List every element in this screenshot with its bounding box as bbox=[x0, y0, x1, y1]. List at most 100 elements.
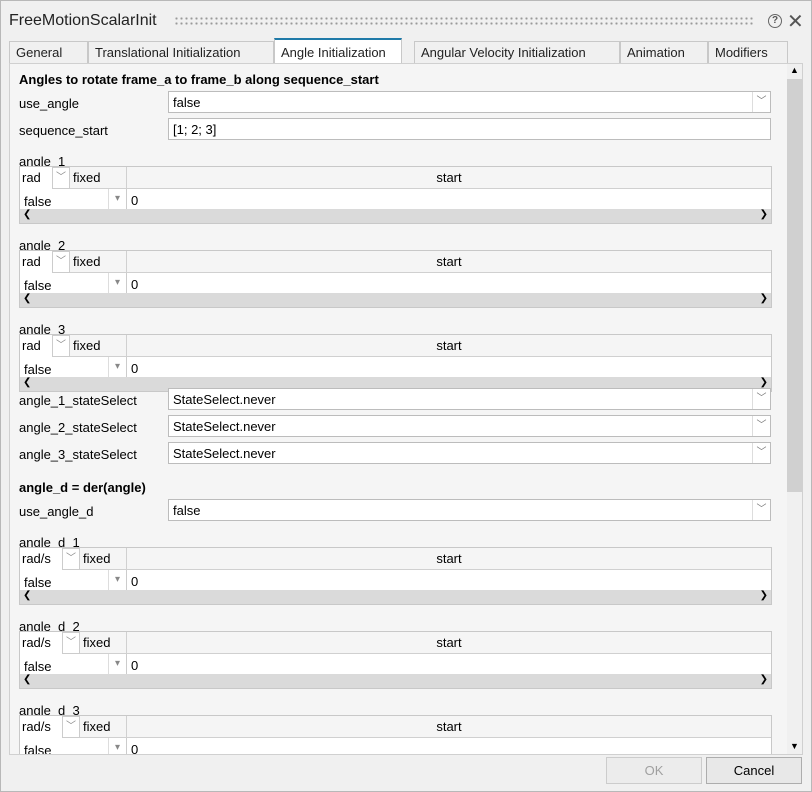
chevron-down-icon[interactable]: ▾ bbox=[108, 273, 126, 293]
param-table: rad ﹀ fixed start false ▾ 0 ❮ ❯ bbox=[19, 250, 772, 308]
tab-angle-initialization[interactable]: Angle Initialization bbox=[274, 38, 402, 63]
table-header: rad/s ﹀ fixed start bbox=[20, 548, 771, 570]
horizontal-scrollbar[interactable]: ❮ ❯ bbox=[20, 293, 771, 307]
start-value-input[interactable]: 0 bbox=[126, 738, 771, 754]
scroll-right-icon[interactable]: ❯ bbox=[759, 293, 768, 304]
fixed-header: fixed bbox=[83, 719, 111, 734]
scroll-right-icon[interactable]: ❯ bbox=[759, 674, 768, 685]
param-table: rad/s ﹀ fixed start false ▾ 0 ❮❯ bbox=[19, 631, 772, 689]
window-title: FreeMotionScalarInit bbox=[9, 12, 157, 29]
chevron-down-icon[interactable]: ﹀ bbox=[752, 416, 770, 436]
table-header: rad/s ﹀ fixed start bbox=[20, 716, 771, 738]
chevron-down-icon[interactable]: ▾ bbox=[108, 189, 126, 209]
tab-general[interactable]: General bbox=[9, 41, 88, 63]
scroll-left-icon[interactable]: ❮ bbox=[23, 209, 32, 220]
fixed-value[interactable]: false bbox=[24, 659, 52, 674]
scroll-right-icon[interactable]: ❯ bbox=[759, 590, 768, 601]
param-table: rad ﹀ fixed start false ▾ 0 ❮ ❯ bbox=[19, 334, 772, 392]
start-value-input[interactable]: 0 bbox=[126, 357, 771, 377]
fixed-value[interactable]: false bbox=[24, 194, 52, 209]
scroll-up-icon[interactable]: ▲ bbox=[790, 65, 799, 75]
sequence-start-input[interactable]: [1; 2; 3] bbox=[168, 118, 771, 140]
unit-value: rad/s bbox=[22, 551, 51, 566]
chevron-down-icon[interactable]: ﹀ bbox=[62, 716, 80, 738]
tab-modifiers[interactable]: Modifiers bbox=[708, 41, 788, 63]
table-row: false ▾ 0 bbox=[20, 189, 771, 209]
table-header: rad ﹀ fixed start bbox=[20, 251, 771, 273]
start-header: start bbox=[126, 251, 771, 273]
use-angle-d-label: use_angle_d bbox=[19, 504, 94, 519]
chevron-down-icon[interactable]: ▾ bbox=[108, 738, 126, 754]
section-heading-angle-d: angle_d = der(angle) bbox=[19, 480, 146, 495]
state-select[interactable]: StateSelect.never ﹀ bbox=[168, 442, 771, 464]
scroll-left-icon[interactable]: ❮ bbox=[23, 590, 32, 601]
use-angle-value: false bbox=[173, 95, 201, 110]
fixed-value[interactable]: false bbox=[24, 743, 52, 755]
start-value-input[interactable]: 0 bbox=[126, 570, 771, 590]
fixed-header: fixed bbox=[73, 170, 101, 185]
table-label: angle_2 bbox=[19, 238, 66, 253]
scroll-right-icon[interactable]: ❯ bbox=[759, 377, 768, 388]
state-select[interactable]: StateSelect.never ﹀ bbox=[168, 415, 771, 437]
start-value-input[interactable]: 0 bbox=[126, 189, 771, 209]
fixed-header: fixed bbox=[73, 254, 101, 269]
unit-value: rad bbox=[22, 338, 41, 353]
use-angle-label: use_angle bbox=[19, 96, 79, 111]
scrollbar-thumb[interactable] bbox=[787, 79, 802, 492]
fixed-value[interactable]: false bbox=[24, 362, 52, 377]
chevron-down-icon[interactable]: ﹀ bbox=[62, 548, 80, 570]
close-icon[interactable]: ✕ bbox=[787, 11, 804, 33]
fixed-header: fixed bbox=[83, 635, 111, 650]
table-header: rad ﹀ fixed start bbox=[20, 335, 771, 357]
cancel-button[interactable]: Cancel bbox=[706, 757, 802, 784]
start-value-input[interactable]: 0 bbox=[126, 273, 771, 293]
table-label: angle_d_1 bbox=[19, 535, 80, 550]
table-header: rad/s ﹀ fixed start bbox=[20, 632, 771, 654]
chevron-down-icon[interactable]: ﹀ bbox=[62, 632, 80, 654]
table-header: rad ﹀ fixed start bbox=[20, 167, 771, 189]
state-select[interactable]: StateSelect.never ﹀ bbox=[168, 388, 771, 410]
chevron-down-icon[interactable]: ▾ bbox=[108, 357, 126, 377]
chevron-down-icon[interactable]: ﹀ bbox=[52, 335, 70, 357]
scroll-left-icon[interactable]: ❮ bbox=[23, 674, 32, 685]
table-row: false ▾ 0 bbox=[20, 654, 771, 674]
use-angle-select[interactable]: false ﹀ bbox=[168, 91, 771, 113]
unit-value: rad bbox=[22, 254, 41, 269]
use-angle-d-select[interactable]: false ﹀ bbox=[168, 499, 771, 521]
horizontal-scrollbar[interactable]: ❮ ❯ bbox=[20, 209, 771, 223]
fixed-value[interactable]: false bbox=[24, 278, 52, 293]
chevron-down-icon[interactable]: ﹀ bbox=[52, 167, 70, 189]
unit-value: rad bbox=[22, 170, 41, 185]
chevron-down-icon[interactable]: ﹀ bbox=[752, 389, 770, 409]
help-icon[interactable]: ? bbox=[768, 14, 782, 28]
horizontal-scrollbar[interactable]: ❮ ❯ bbox=[20, 674, 771, 688]
scroll-right-icon[interactable]: ❯ bbox=[759, 209, 768, 220]
chevron-down-icon[interactable]: ﹀ bbox=[752, 92, 770, 112]
chevron-down-icon[interactable]: ▾ bbox=[108, 570, 126, 590]
fixed-header: fixed bbox=[83, 551, 111, 566]
chevron-down-icon[interactable]: ﹀ bbox=[752, 443, 770, 463]
drag-handle[interactable] bbox=[174, 16, 754, 26]
fixed-value[interactable]: false bbox=[24, 575, 52, 590]
tab-translational-initialization[interactable]: Translational Initialization bbox=[88, 41, 274, 63]
tab-angular-velocity-initialization[interactable]: Angular Velocity Initialization bbox=[414, 41, 620, 63]
table-row: false ▾ 0 bbox=[20, 738, 771, 755]
chevron-down-icon[interactable]: ﹀ bbox=[52, 251, 70, 273]
scroll-left-icon[interactable]: ❮ bbox=[23, 377, 32, 388]
unit-value: rad/s bbox=[22, 635, 51, 650]
tab-animation[interactable]: Animation bbox=[620, 41, 708, 63]
chevron-down-icon[interactable]: ﹀ bbox=[752, 500, 770, 520]
section-heading: Angles to rotate frame_a to frame_b alon… bbox=[19, 72, 379, 87]
ok-button[interactable]: OK bbox=[606, 757, 702, 784]
parameter-panel: Angles to rotate frame_a to frame_b alon… bbox=[9, 63, 803, 755]
horizontal-scrollbar[interactable]: ❮ ❯ bbox=[20, 377, 771, 391]
start-value-input[interactable]: 0 bbox=[126, 654, 771, 674]
table-label: angle_3 bbox=[19, 322, 66, 337]
horizontal-scrollbar[interactable]: ❮ ❯ bbox=[20, 590, 771, 604]
scroll-down-icon[interactable]: ▼ bbox=[790, 741, 799, 751]
use-angle-d-value: false bbox=[173, 503, 201, 518]
chevron-down-icon[interactable]: ▾ bbox=[108, 654, 126, 674]
state-select-value: StateSelect.never bbox=[173, 392, 276, 407]
scroll-left-icon[interactable]: ❮ bbox=[23, 293, 32, 304]
start-header: start bbox=[126, 548, 771, 570]
